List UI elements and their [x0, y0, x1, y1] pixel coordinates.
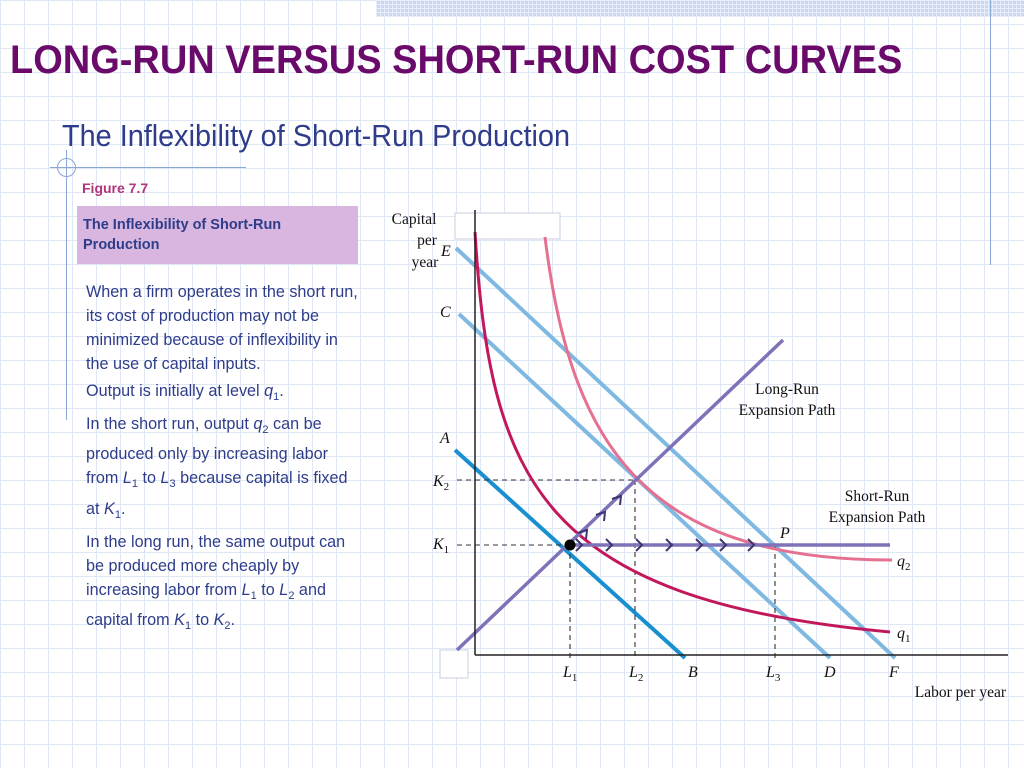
label-A: A: [439, 430, 450, 447]
slide-subtitle: The Inflexibility of Short-Run Productio…: [62, 118, 570, 153]
y-axis-label-line-3: year: [412, 254, 440, 271]
label-q1: q1: [897, 625, 911, 645]
label-L2: L2: [628, 664, 643, 684]
right-decorative-line: [990, 0, 991, 265]
label-C: C: [440, 304, 451, 321]
top-decorative-band: [376, 0, 1024, 17]
label-P: P: [779, 525, 790, 542]
isoquant-q1: [473, 231, 891, 634]
label-F: F: [888, 664, 899, 681]
long-run-arrows: [577, 494, 623, 540]
isoquant-q2: [543, 236, 893, 562]
long-run-expansion-path: [455, 338, 785, 652]
bullet-4: In the long run, the same output can be …: [86, 532, 346, 633]
short-run-arrows: [575, 538, 756, 552]
decorative-vertical-rule: [66, 150, 67, 420]
figure-caption: The Inflexibility of Short-Run Productio…: [77, 206, 358, 264]
label-q2: q2: [897, 553, 911, 573]
slide-title: LONG-RUN VERSUS SHORT-RUN COST CURVES: [10, 38, 903, 82]
cost-curves-diagram: Capital per year E C A K2 K1 L1 L2 L3 B …: [392, 210, 1008, 701]
figure-label: Figure 7.7: [82, 180, 149, 196]
label-L3: L3: [765, 664, 781, 684]
origin-backdrop: [439, 649, 469, 679]
explanation-text: When a firm operates in the short run, i…: [86, 280, 361, 641]
label-L1: L1: [562, 664, 577, 684]
label-B: B: [688, 664, 698, 681]
dashed-guides: [457, 479, 776, 658]
decorative-circle: [57, 158, 76, 177]
label-E: E: [440, 243, 451, 260]
y-axis-label-line-1: Capital: [392, 211, 437, 228]
long-run-label-line-2: Expansion Path: [739, 402, 836, 419]
short-run-label-line-2: Expansion Path: [829, 509, 926, 526]
label-K1: K1: [432, 536, 449, 556]
figure-caption-text: The Inflexibility of Short-Run Productio…: [83, 217, 282, 253]
bullet-3: In the short run, output q2 can be produ…: [86, 415, 348, 521]
bullet-2: Output is initially at level q1.: [86, 382, 284, 404]
bullet-1: When a firm operates in the short run, i…: [86, 283, 358, 373]
diagram-label-backdrop: [454, 212, 561, 240]
long-run-label-line-1: Long-Run: [755, 381, 819, 398]
x-axis-label: Labor per year: [915, 684, 1007, 701]
decorative-rule: [50, 167, 246, 168]
label-K2: K2: [432, 473, 449, 493]
isocost-line-EF: [454, 246, 897, 660]
label-D: D: [823, 664, 836, 681]
short-run-label-line-1: Short-Run: [845, 488, 910, 505]
y-axis-label-line-2: per: [417, 232, 438, 249]
initial-point: [564, 539, 576, 551]
